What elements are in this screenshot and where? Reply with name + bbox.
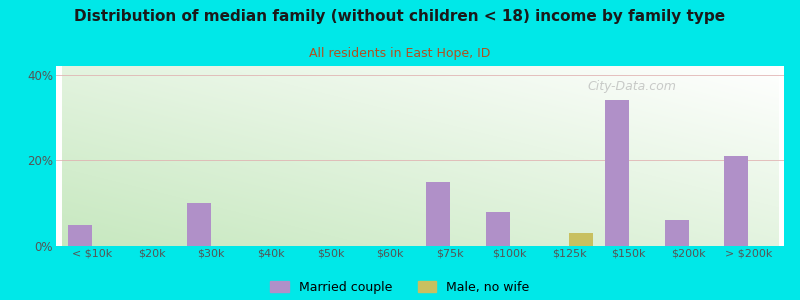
Legend: Married couple, Male, no wife: Married couple, Male, no wife bbox=[270, 281, 530, 294]
Bar bbox=[68, 225, 92, 246]
Bar bbox=[724, 156, 748, 246]
Bar bbox=[605, 100, 629, 246]
Bar bbox=[187, 203, 211, 246]
Text: All residents in East Hope, ID: All residents in East Hope, ID bbox=[310, 46, 490, 59]
Bar bbox=[426, 182, 450, 246]
Bar bbox=[665, 220, 689, 246]
Bar bbox=[486, 212, 510, 246]
Text: Distribution of median family (without children < 18) income by family type: Distribution of median family (without c… bbox=[74, 9, 726, 24]
Bar bbox=[569, 233, 593, 246]
Text: City-Data.com: City-Data.com bbox=[587, 80, 676, 93]
